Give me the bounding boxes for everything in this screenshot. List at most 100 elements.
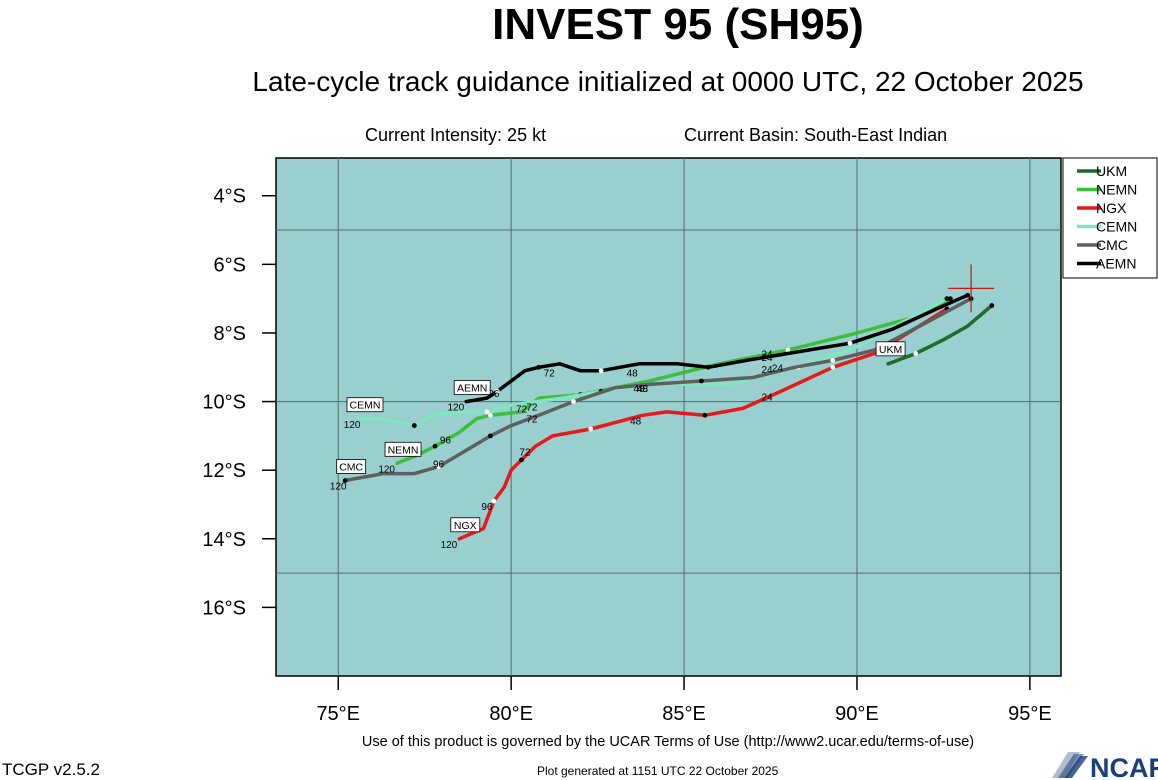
track-cemn	[357, 296, 949, 428]
forecast-hour-label: 24	[761, 392, 773, 403]
track-point	[705, 364, 711, 370]
forecast-hour-label: 120	[447, 403, 464, 414]
forecast-hour-label: 24	[772, 363, 784, 374]
track-ukm	[886, 303, 994, 366]
track-point	[432, 443, 438, 449]
map-background	[275, 157, 1062, 677]
track-end-label-box	[346, 397, 384, 413]
y-tick-label: 4°S	[214, 186, 246, 208]
legend-label: CEMN	[1096, 219, 1137, 235]
track-point	[536, 364, 542, 370]
track-point	[698, 378, 704, 384]
forecast-hour-label: 96	[440, 435, 452, 446]
y-tick-label: 10°S	[202, 392, 246, 414]
track-point	[342, 478, 348, 483]
forecast-hour-label: 120	[344, 420, 361, 431]
forecast-hour-label: 72	[526, 415, 538, 426]
legend-label: NEMN	[1096, 182, 1137, 198]
forecast-hour-label: 120	[330, 482, 347, 493]
track-end-label-box	[384, 441, 422, 457]
track-point	[598, 368, 604, 374]
track-aemn	[464, 293, 970, 404]
terms-of-use-text: Use of this product is governed by the U…	[361, 734, 975, 750]
track-end-label-box	[450, 517, 481, 533]
track-point	[411, 423, 417, 428]
version-label: TCGP v2.5.2	[2, 760, 100, 779]
forecast-hour-label: 48	[634, 384, 646, 395]
forecast-hour-label: 72	[526, 403, 538, 414]
track-ngx	[457, 307, 949, 541]
track-end-label-box	[336, 459, 367, 474]
track-lines	[342, 292, 995, 541]
forecast-hour-label: 24	[761, 353, 773, 364]
page-title: INVEST 95 (SH95)	[492, 0, 864, 49]
plot-generated-label: Plot generated at 1151 UTC 22 October 20…	[537, 764, 779, 778]
track-point	[588, 426, 594, 432]
forecast-hour-label: 96	[433, 459, 445, 470]
forecast-hour-label: 48	[630, 416, 642, 427]
track-point	[947, 296, 953, 302]
forecast-hour-label: 72	[519, 447, 531, 458]
track-end-label-box	[453, 380, 491, 395]
y-tick-label: 12°S	[202, 460, 246, 482]
grid-lines	[276, 158, 1061, 676]
forecast-hour-label: 96	[481, 502, 493, 513]
y-tick-label: 14°S	[202, 529, 246, 551]
forecast-hour-label: 48	[637, 384, 649, 395]
track-point	[491, 498, 497, 504]
y-tick-label: 6°S	[214, 254, 246, 276]
track-point	[830, 364, 836, 370]
ncar-logo-text: NCAR	[1090, 753, 1158, 780]
y-tick-label: 16°S	[202, 597, 246, 619]
x-tick-label: 90°E	[835, 703, 879, 725]
track-point	[989, 303, 995, 308]
x-tick-label: 75°E	[316, 703, 360, 725]
track-point	[571, 399, 576, 404]
track-point	[494, 388, 500, 394]
track-point	[965, 292, 971, 298]
current-intensity: Current Intensity: 25 kt	[365, 125, 547, 145]
legend-box	[1062, 157, 1158, 279]
track-point	[913, 351, 919, 356]
legend-label: NGX	[1096, 200, 1127, 216]
forecast-hour-label: 72	[516, 404, 528, 415]
current-position	[948, 264, 995, 313]
track-point	[847, 340, 853, 346]
track-point	[488, 433, 493, 439]
legend-label: CMC	[1096, 237, 1128, 253]
legend-label: UKM	[1096, 163, 1127, 179]
legend: UKM NEMN NGX CEMN CMC AEMN	[1062, 157, 1158, 279]
track-point	[484, 409, 490, 415]
page-subtitle: Late-cycle track guidance initialized at…	[252, 66, 1084, 97]
track-end-label: CMC	[339, 461, 363, 473]
track-point	[785, 347, 791, 353]
track-point	[519, 457, 524, 463]
track-end-label: NEMN	[388, 444, 419, 456]
forecast-hour-label: 48	[627, 368, 639, 379]
track-point	[488, 412, 493, 418]
track-end-label: UKM	[879, 344, 902, 356]
forecast-hour-label: 24	[761, 365, 773, 376]
legend-label: AEMN	[1096, 256, 1136, 272]
ncar-logo: NCAR	[1052, 752, 1158, 780]
x-tick-label: 85°E	[662, 703, 706, 725]
track-point	[830, 357, 836, 363]
track-point	[436, 464, 441, 470]
forecast-hour-label: 120	[378, 464, 395, 475]
track-end-label: AEMN	[457, 383, 487, 395]
x-tick-label: 95°E	[1008, 703, 1052, 725]
track-labels: UKM 24 48 72 96 120 NEMN 24 48 72 96 120 NGX 24 48 72 12…	[330, 341, 906, 551]
forecast-hour-label: 120	[441, 540, 458, 551]
track-point	[944, 296, 950, 302]
x-tick-label: 80°E	[489, 703, 533, 725]
forecast-hour-label: 72	[544, 368, 556, 379]
track-point	[702, 412, 708, 418]
y-tick-label: 8°S	[214, 323, 246, 345]
track-nemn	[395, 296, 953, 466]
forecast-hour-label: 96	[488, 389, 500, 400]
current-basin: Current Basin: South-East Indian	[684, 125, 948, 145]
track-end-label-box	[875, 341, 906, 357]
forecast-hour-label: 48	[637, 384, 649, 395]
track-end-label: NGX	[454, 520, 477, 532]
